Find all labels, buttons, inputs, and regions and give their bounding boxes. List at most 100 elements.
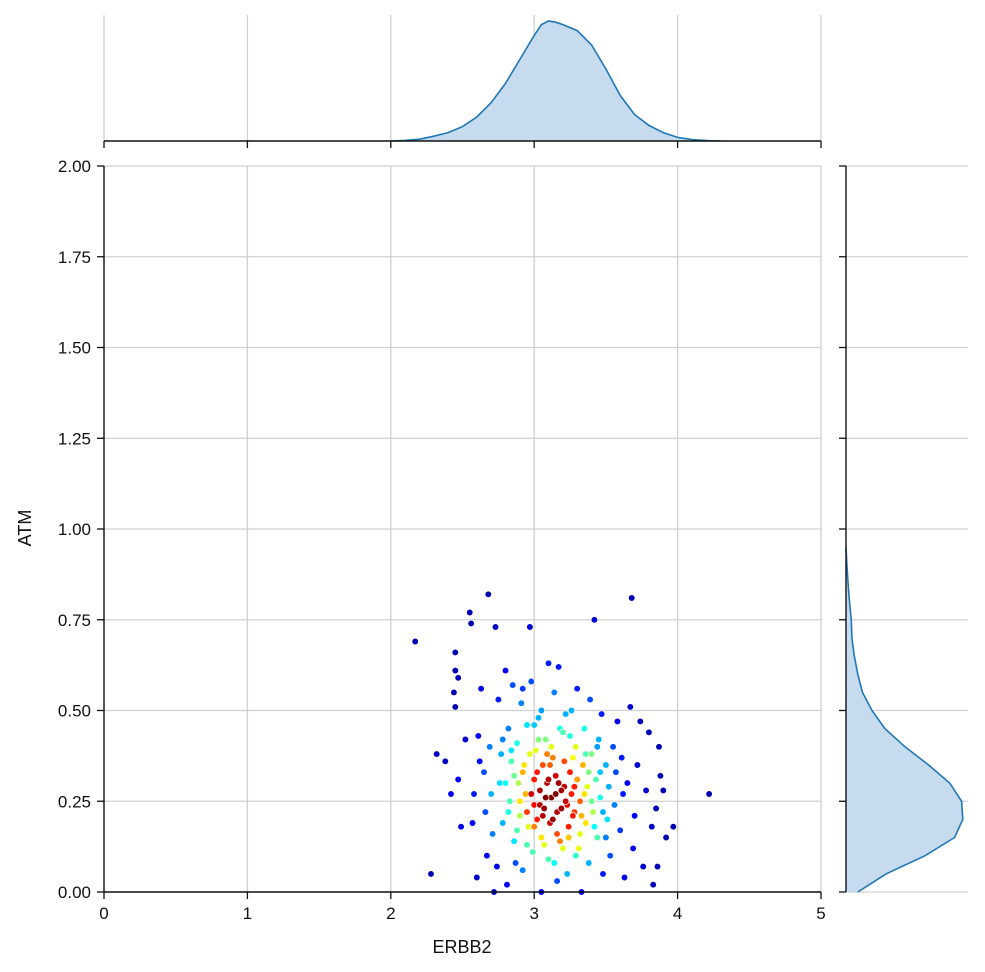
scatter-point <box>552 772 560 780</box>
scatter-point <box>519 866 527 874</box>
scatter-point <box>544 659 553 667</box>
scatter-point <box>534 735 543 744</box>
scatter-point <box>564 833 573 842</box>
scatter-point <box>610 801 619 809</box>
scatter-point <box>599 808 607 816</box>
scatter-point <box>612 768 620 776</box>
ticks: 0 1 2 3 4 5 0.00 0.25 0.50 0.75 1.00 1.25 1.50 1.75 2.… <box>58 141 846 923</box>
scatter-point <box>497 750 505 758</box>
joint-grid <box>103 165 822 893</box>
scatter-point <box>572 743 580 751</box>
scatter-point <box>451 648 459 657</box>
scatter-point <box>523 721 531 729</box>
scatter-point <box>526 623 534 631</box>
y-axis-label: ATM <box>15 510 35 547</box>
scatter-point <box>579 761 587 769</box>
scatter-point <box>589 808 597 816</box>
right-marginal-kde <box>845 547 964 893</box>
scatter-point <box>481 808 490 816</box>
y-tick-label: 0.00 <box>58 883 91 902</box>
scatter-point <box>620 873 629 882</box>
scatter-point <box>653 862 662 871</box>
scatter-point <box>507 746 515 755</box>
scatter-point <box>573 685 581 693</box>
scatter-point <box>642 786 650 795</box>
scatter-point <box>511 859 520 867</box>
scatter-point <box>454 775 462 784</box>
scatter-point <box>557 804 566 813</box>
scatter-point <box>587 797 596 805</box>
scatter-point <box>547 743 556 751</box>
x-tick-label: 3 <box>529 904 538 923</box>
scatter-point <box>488 830 497 838</box>
scatter-point <box>537 833 546 842</box>
x-tick-label: 1 <box>243 904 252 923</box>
scatter-point <box>633 761 642 769</box>
scatter-point <box>652 804 660 813</box>
scatter-point <box>585 859 593 867</box>
scatter-point <box>593 833 601 842</box>
scatter-point <box>534 714 543 722</box>
y-tick-label: 0.75 <box>58 611 91 630</box>
scatter-point <box>536 786 544 795</box>
scatter-point <box>590 823 599 831</box>
scatter-point <box>575 844 583 853</box>
scatter-point <box>533 768 541 776</box>
scatter-point <box>560 757 568 765</box>
scatter-point <box>659 786 667 795</box>
scatter-point <box>596 768 604 776</box>
scatter-point <box>523 808 531 816</box>
scatter-point <box>501 779 510 787</box>
scatter-point <box>567 790 576 798</box>
scatter-point <box>629 844 637 853</box>
scatter-point <box>549 754 557 762</box>
scatter-point <box>470 790 478 798</box>
scatter-point <box>619 790 627 798</box>
scatter-point <box>520 761 528 769</box>
scatter-point <box>550 859 558 867</box>
scatter-point <box>585 768 593 776</box>
scatter-point <box>603 815 611 824</box>
y-tick-label: 1.00 <box>58 520 91 539</box>
scatter-point <box>506 797 514 805</box>
scatter-point <box>553 830 561 838</box>
scatter-point <box>509 681 517 689</box>
scatter-point <box>569 812 577 820</box>
scatter-point <box>564 823 573 831</box>
scatter-point <box>491 623 500 631</box>
scatter-point <box>662 833 670 842</box>
scatter-point <box>519 685 527 693</box>
scatter-point <box>486 743 494 751</box>
scatter-point <box>596 793 604 802</box>
scatter-point <box>602 833 610 842</box>
scatter-point <box>468 819 477 827</box>
scatter-point <box>649 881 657 889</box>
scatter-point <box>669 823 677 831</box>
scatter-point <box>580 724 589 733</box>
scatter-point <box>526 750 534 758</box>
scatter-point <box>576 830 584 838</box>
scatter-point <box>542 793 550 802</box>
scatter-point <box>648 823 656 831</box>
scatter-point <box>645 728 653 736</box>
scatter-point <box>529 848 537 856</box>
scatter-point <box>566 768 574 776</box>
scatter-point <box>531 746 540 755</box>
scatter-point <box>473 873 481 882</box>
scatter-point <box>451 703 459 711</box>
scatter-point <box>562 797 570 805</box>
scatter-point <box>554 663 563 671</box>
scatter-point <box>623 779 632 787</box>
scatter-point <box>540 804 548 813</box>
axes <box>103 140 847 893</box>
scatter-point <box>533 815 541 824</box>
scatter-point <box>523 841 531 849</box>
scatter-point <box>504 724 513 733</box>
scatter-point <box>451 666 459 675</box>
scatter-point <box>573 775 581 784</box>
scatter-point <box>656 772 665 780</box>
scatter-point <box>530 721 538 729</box>
scatter-point <box>450 688 458 697</box>
scatter-point <box>457 823 465 831</box>
scatter-point <box>563 870 571 878</box>
